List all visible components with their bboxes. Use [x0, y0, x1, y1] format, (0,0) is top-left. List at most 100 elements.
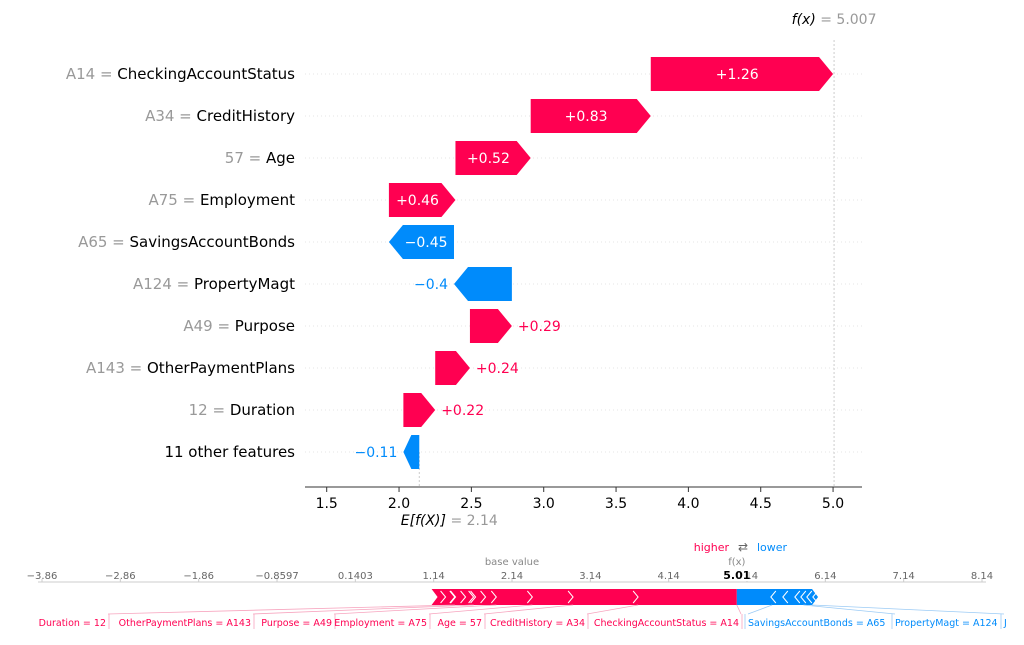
force-positive-label: OtherPaymentPlans = A143	[119, 618, 251, 629]
feature-value-text: A49 =	[183, 317, 234, 335]
force-negative-chevron	[770, 590, 777, 604]
force-positive-chevron	[567, 590, 574, 604]
force-tick-label: 0.1403	[338, 571, 373, 582]
force-positive-chevron	[480, 590, 487, 604]
waterfall-bar	[388, 225, 455, 259]
force-tick-label: −3.86	[27, 571, 58, 582]
waterfall-chart: +1.26 A14 = CheckingAccountStatus +0.83 A34…	[66, 12, 877, 529]
feature-name-text: Age	[266, 149, 295, 167]
feature-value-text: A14 =	[66, 65, 117, 83]
contribution-label: +0.22	[441, 403, 484, 419]
x-tick-label: 2.5	[460, 496, 482, 512]
contribution-label: +0.24	[476, 361, 519, 377]
force-label-connector	[803, 604, 896, 615]
x-tick-label: 3.0	[533, 496, 555, 512]
base-label-prefix: E[f(X)]	[401, 513, 451, 529]
waterfall-bar	[469, 309, 512, 343]
force-negative-chevron	[818, 590, 825, 604]
force-positive-bar	[431, 589, 737, 605]
feature-label: A75 = Employment	[148, 191, 295, 209]
force-negative-label: J	[1003, 618, 1007, 629]
feature-label: A124 = PropertyMagt	[133, 275, 295, 293]
fx-value-backdrop	[722, 568, 749, 581]
waterfall-bar	[403, 435, 420, 469]
force-positive-chevron	[526, 590, 534, 604]
feature-name-text: Purpose	[235, 317, 295, 335]
force-positive-chevron	[468, 590, 475, 604]
feature-name-text: 11 other features	[164, 443, 295, 461]
force-positive-chevron	[470, 590, 477, 604]
force-positive-chevron	[440, 590, 447, 604]
force-tick-label: 4.14	[658, 571, 680, 582]
feature-label: 57 = Age	[225, 149, 295, 167]
x-tick-label: 3.5	[605, 496, 627, 512]
feature-name-text: OtherPaymentPlans	[147, 359, 295, 377]
feature-value-text: A124 =	[133, 275, 194, 293]
force-negative-label: PropertyMagt = A124	[895, 618, 998, 629]
feature-label: A65 = SavingsAccountBonds	[78, 233, 295, 251]
x-tick-label: 4.5	[750, 496, 772, 512]
force-positive-label: Purpose = A49	[261, 618, 332, 629]
force-positive-chevron	[460, 590, 467, 604]
force-positive-label: CreditHistory = A34	[490, 618, 585, 629]
force-tick-label: −1.86	[183, 571, 214, 582]
force-label-connector	[586, 604, 639, 615]
force-negative-chevron	[806, 590, 813, 604]
force-negative-label: SavingsAccountBonds = A65	[748, 618, 885, 629]
force-positive-chevron	[450, 590, 457, 604]
force-label-connector	[428, 604, 533, 615]
feature-value-text: A75 =	[148, 191, 199, 209]
base-value-text: base value	[485, 557, 539, 568]
base-label-value: = 2.14	[450, 513, 497, 529]
feature-value-text: 57 =	[225, 149, 266, 167]
force-positive-chevron	[490, 590, 497, 604]
contribution-label: +0.52	[467, 151, 510, 167]
force-tick-label: 3.14	[579, 571, 601, 582]
force-label-connector	[747, 604, 773, 615]
legend-higher: higher	[694, 541, 730, 554]
legend-lower: lower	[757, 541, 788, 554]
feature-value-text: A143 =	[86, 359, 147, 377]
x-tick-label: 5.0	[822, 496, 844, 512]
feature-label: A14 = CheckingAccountStatus	[66, 65, 295, 83]
force-negative-chevron	[800, 590, 807, 604]
base-value-label: E[f(X)] = 2.14	[401, 513, 498, 529]
force-negative-chevron	[782, 590, 789, 604]
force-negative-chevron	[794, 590, 801, 604]
waterfall-bar	[403, 393, 436, 427]
fx-label-prefix: f(x)	[792, 12, 821, 28]
waterfall-bar	[388, 183, 456, 217]
legend-arrows: ⇄	[738, 540, 748, 554]
feature-label: A34 = CreditHistory	[145, 107, 295, 125]
feature-name-text: Employment	[200, 191, 295, 209]
waterfall-bar	[650, 57, 834, 91]
force-tick-label: −0.8597	[255, 571, 298, 582]
feature-label: A49 = Purpose	[183, 317, 295, 335]
contribution-label: −0.45	[405, 235, 448, 251]
fx-caption: f(x)	[728, 557, 745, 568]
force-tick-label: 7.14	[893, 571, 915, 582]
contribution-label: +0.46	[396, 193, 439, 209]
force-positive-label: Duration = 12	[39, 618, 106, 629]
force-positive-label: Employment = A75	[334, 618, 427, 629]
contribution-label: −0.4	[414, 277, 448, 293]
fx-value: 5.01	[723, 569, 750, 582]
force-tick-label: 8.14	[971, 571, 993, 582]
waterfall-bar	[455, 141, 531, 175]
fx-label-value: = 5.007	[820, 12, 876, 28]
feature-name-text: CreditHistory	[197, 107, 296, 125]
waterfall-bar	[435, 351, 470, 385]
x-tick-label: 2.0	[388, 496, 410, 512]
force-negative-chevron	[812, 590, 819, 604]
force-tick-label: 6.14	[814, 571, 836, 582]
force-label-connector	[333, 604, 497, 615]
force-tick-label: −2.86	[105, 571, 136, 582]
x-tick-label: 4.0	[677, 496, 699, 512]
force-label-connector	[736, 604, 742, 615]
contribution-label: +0.29	[518, 319, 561, 335]
x-tick-label: 1.5	[316, 496, 338, 512]
force-tick-label: 2.14	[501, 571, 523, 582]
force-positive-label: Age = 57	[438, 618, 482, 629]
feature-label: 11 other features	[164, 443, 295, 461]
feature-name-text: PropertyMagt	[194, 275, 295, 293]
